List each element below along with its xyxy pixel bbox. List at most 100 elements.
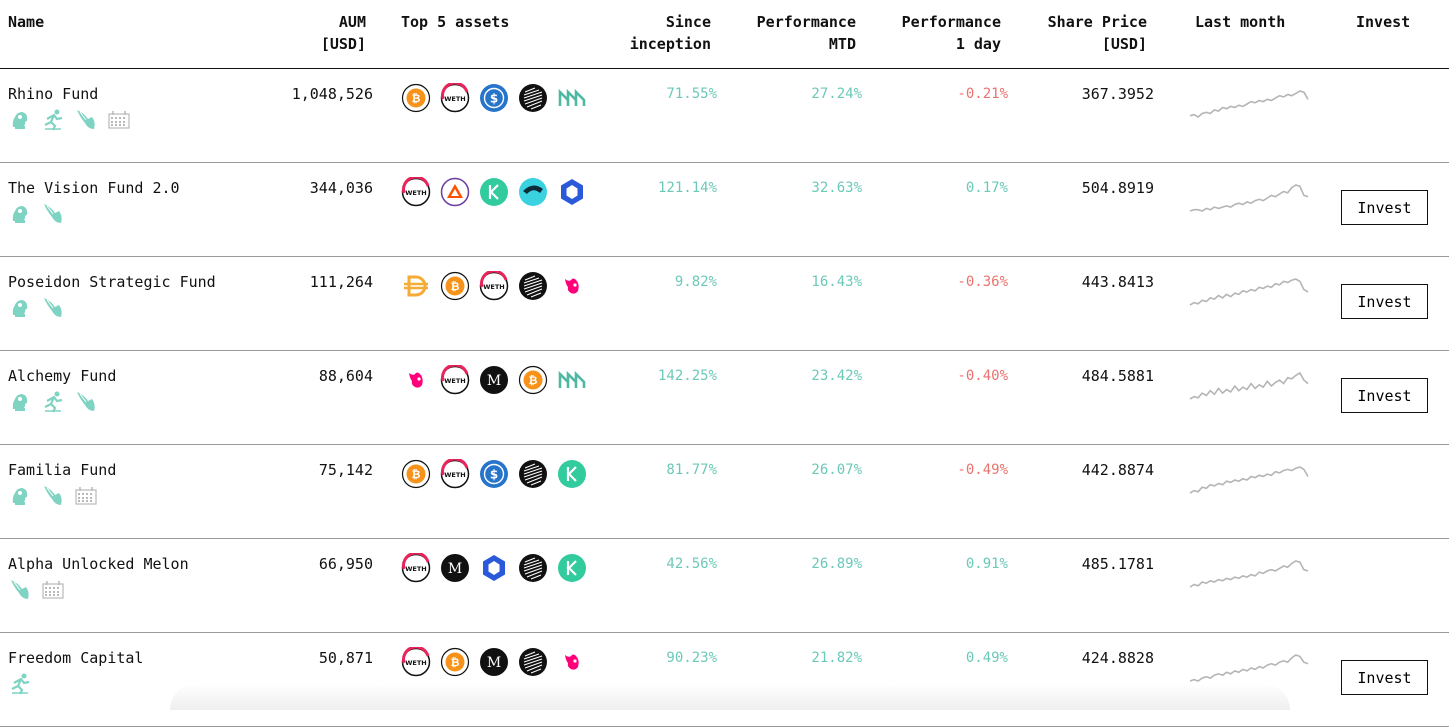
chainlink-icon (557, 177, 587, 207)
svg-text:₿: ₿ (412, 92, 421, 105)
table-row[interactable]: The Vision Fund 2.0 344,036 WETH 121.14%… (0, 163, 1449, 257)
top-assets: WETH M ₿ (401, 365, 587, 395)
weth-icon: WETH (401, 553, 431, 583)
invest-button[interactable]: Invest (1341, 190, 1428, 225)
fund-aum: 50,871 (318, 649, 373, 667)
fund-aum: 66,950 (318, 555, 373, 573)
uniswap-icon (557, 647, 587, 677)
svg-text:M: M (487, 655, 501, 671)
top-assets: WETH ₿ M (401, 647, 587, 677)
last-month-sparkline (1189, 466, 1309, 494)
runner-icon (41, 389, 65, 417)
svg-text:WETH: WETH (444, 95, 465, 103)
bust-icon (8, 483, 32, 511)
mkr-icon (557, 365, 587, 395)
col-performance-1day[interactable]: Performance 1 day (901, 13, 1001, 53)
wing-icon (74, 389, 98, 417)
melon-icon: M (479, 365, 509, 395)
svg-text:₿: ₿ (412, 468, 421, 481)
uniswap-icon (557, 271, 587, 301)
sparkline-path (1189, 654, 1309, 682)
kyber-icon (557, 459, 587, 489)
btc-icon: ₿ (440, 271, 470, 301)
performance-1day-value: -0.36% (957, 274, 1008, 290)
fund-name[interactable]: Alchemy Fund (8, 367, 117, 385)
kyber-icon (557, 553, 587, 583)
fund-name[interactable]: Familia Fund (8, 461, 117, 479)
top-assets: WETH M (401, 553, 587, 583)
since-inception-value: 142.25% (657, 368, 717, 384)
weth-icon: WETH (440, 459, 470, 489)
uniswap-icon (401, 365, 431, 395)
performance-mtd-value: 16.43% (811, 274, 862, 290)
table-row[interactable]: Alchemy Fund 88,604 WETH M ₿ 142.25% 23.42… (0, 351, 1449, 445)
fund-name[interactable]: The Vision Fund 2.0 (8, 179, 180, 197)
svg-text:M: M (448, 561, 462, 577)
performance-mtd-value: 26.07% (811, 462, 862, 478)
performance-1day-value: 0.17% (965, 180, 1008, 196)
invest-button[interactable]: Invest (1341, 378, 1428, 413)
col-performance-mtd[interactable]: Performance MTD (756, 13, 856, 53)
performance-1day-value: -0.49% (957, 462, 1008, 478)
invest-button[interactable]: Invest (1341, 284, 1428, 319)
table-row[interactable]: Rhino Fund 1,048,526 ₿ WETH $ 71.55% 27.24… (0, 69, 1449, 163)
fund-aum: 75,142 (318, 461, 373, 479)
btc-icon: ₿ (401, 83, 431, 113)
fund-aum: 344,036 (309, 179, 373, 197)
top-assets: ₿ WETH (401, 271, 587, 301)
table-row[interactable]: Freedom Capital 50,871 WETH ₿ M 90.23% 21.… (0, 633, 1449, 727)
table-row[interactable]: Familia Fund 75,142 ₿ WETH $ 81.77% 26.07%… (0, 445, 1449, 539)
invest-button[interactable]: Invest (1341, 660, 1428, 695)
svg-text:M: M (487, 373, 501, 389)
manager-badges (8, 389, 98, 417)
sparkline-path (1189, 466, 1309, 494)
fund-name[interactable]: Freedom Capital (8, 649, 144, 667)
calendar-icon (41, 577, 65, 605)
col-name[interactable]: Name (8, 13, 45, 31)
sparkline-path (1189, 371, 1309, 400)
melon-icon: M (479, 647, 509, 677)
col-aum[interactable]: AUM [USD] (320, 13, 366, 53)
svg-text:WETH: WETH (444, 377, 465, 385)
fund-name[interactable]: Alpha Unlocked Melon (8, 555, 189, 573)
share-price-value: 485.1781 (1081, 555, 1154, 573)
svg-text:WETH: WETH (405, 659, 426, 667)
share-price-value: 442.8874 (1081, 461, 1154, 479)
fund-name[interactable]: Poseidon Strategic Fund (8, 273, 216, 291)
since-inception-value: 81.77% (666, 462, 717, 478)
since-inception-value: 42.56% (666, 556, 717, 572)
performance-1day-value: -0.40% (957, 368, 1008, 384)
last-month-sparkline (1189, 560, 1309, 588)
weth-icon: WETH (479, 271, 509, 301)
table-row[interactable]: Alpha Unlocked Melon 66,950 WETH M 42.56%… (0, 539, 1449, 633)
sparkline-path (1189, 90, 1309, 118)
fund-aum: 1,048,526 (291, 85, 373, 103)
chart-token-icon (518, 177, 548, 207)
col-share-price[interactable]: Share Price [USD] (1047, 13, 1147, 53)
bust-icon (8, 295, 32, 323)
btc-icon: ₿ (440, 647, 470, 677)
bust-icon (8, 201, 32, 229)
manager-badges (8, 483, 98, 511)
calendar-icon (74, 483, 98, 511)
fund-aum: 111,264 (309, 273, 373, 291)
top-assets: WETH (401, 177, 587, 207)
sparkline-path (1189, 184, 1309, 212)
col-last-month: Last month (1195, 13, 1286, 31)
table-row[interactable]: Poseidon Strategic Fund 111,264 ₿ WETH 9.… (0, 257, 1449, 351)
chainlink-icon (479, 553, 509, 583)
svg-text:$: $ (490, 92, 498, 106)
bust-icon (8, 389, 32, 417)
performance-mtd-value: 32.63% (811, 180, 862, 196)
performance-mtd-value: 26.89% (811, 556, 862, 572)
svg-text:WETH: WETH (444, 471, 465, 479)
kyber-icon (479, 177, 509, 207)
manager-badges (8, 577, 65, 605)
last-month-sparkline (1189, 90, 1309, 118)
weth-icon: WETH (440, 365, 470, 395)
fund-aum: 88,604 (318, 367, 373, 385)
fund-name[interactable]: Rhino Fund (8, 85, 99, 103)
col-since-inception[interactable]: Since inception (629, 13, 711, 53)
since-inception-value: 90.23% (666, 650, 717, 666)
dai-icon (401, 271, 431, 301)
